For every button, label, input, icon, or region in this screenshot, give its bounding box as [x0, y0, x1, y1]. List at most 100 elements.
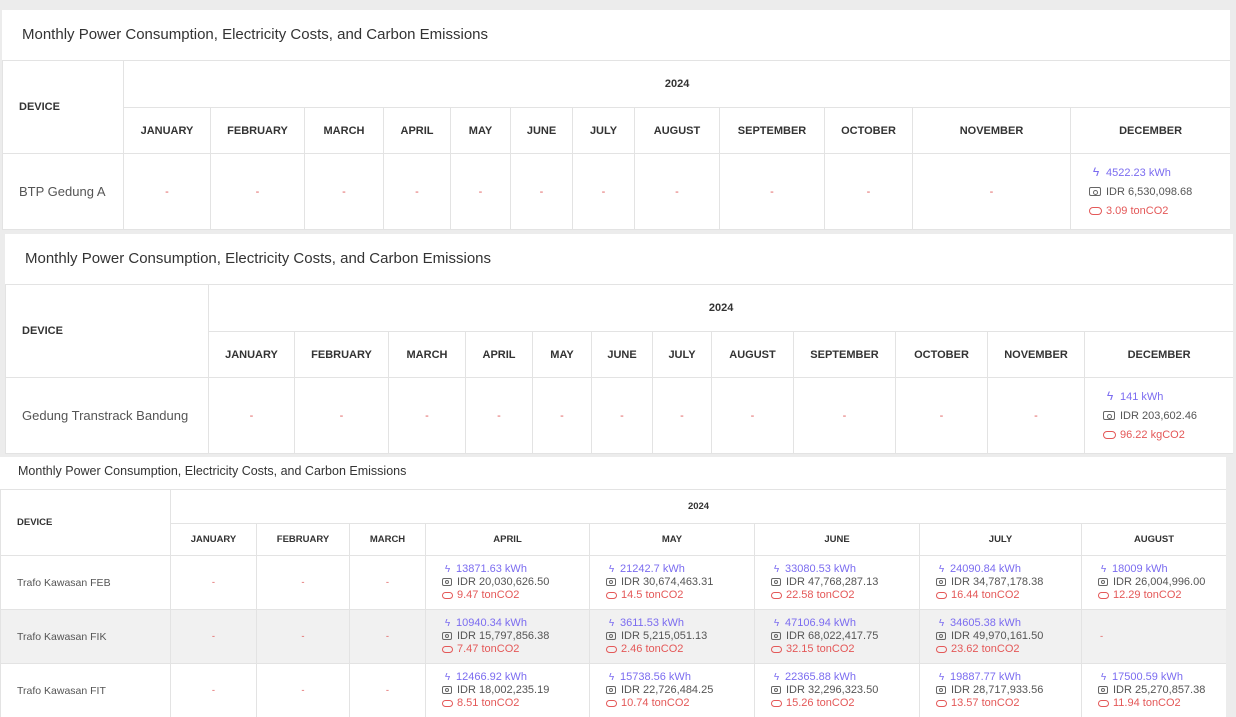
kwh-value: 34605.38 kWh [950, 617, 1021, 629]
device-name: Trafo Kawasan FIK [0, 609, 171, 664]
month-header: JANUARY [170, 523, 257, 556]
empty-cell: - [388, 377, 466, 454]
cloud-icon [771, 591, 782, 599]
lightning-icon: ϟ [1100, 564, 1107, 575]
consumption-table: DEVICE 2024 JANUARY FEBRUARY MARCH APRIL… [5, 284, 1233, 454]
cash-icon [606, 686, 616, 695]
table-row: Trafo Kawasan FIK - - - ϟ 10940.34 kWh ID… [0, 609, 1226, 664]
empty-cell: - [591, 377, 653, 454]
cloud-icon [1098, 591, 1109, 599]
month-header: JUNE [754, 523, 920, 556]
cash-icon [771, 578, 781, 587]
month-header: JULY [919, 523, 1082, 556]
idr-value: IDR 203,602.46 [1120, 409, 1198, 422]
consumption-panel-2: Monthly Power Consumption, Electricity C… [5, 234, 1233, 454]
empty-cell: - [256, 609, 350, 664]
idr-value: IDR 49,970,161.50 [951, 630, 1044, 642]
kwh-value: 13871.63 kWh [456, 563, 527, 575]
lightning-icon: ϟ [773, 672, 780, 683]
empty-cell: - [349, 609, 426, 664]
kwh-value: 10940.34 kWh [456, 617, 527, 629]
co2-value: 22.58 tonCO2 [786, 589, 855, 601]
lightning-icon: ϟ [444, 672, 451, 683]
lightning-icon: ϟ [938, 618, 945, 629]
idr-value: IDR 32,296,323.50 [786, 684, 879, 696]
month-value-cell: ϟ 3611.53 kWh IDR 5,215,051.13 2.46 tonCO… [589, 609, 755, 664]
idr-value: IDR 5,215,051.13 [621, 630, 708, 642]
idr-value: IDR 28,717,933.56 [951, 684, 1044, 696]
panel-title: Monthly Power Consumption, Electricity C… [22, 26, 489, 43]
device-header: DEVICE [2, 60, 124, 154]
lightning-icon: ϟ [608, 672, 615, 683]
co2-value: 8.51 tonCO2 [457, 697, 520, 709]
cash-icon [442, 632, 452, 641]
cloud-icon [771, 699, 782, 707]
month-value-cell: ϟ 47106.94 kWh IDR 68,022,417.75 32.15 to… [754, 609, 920, 664]
cloud-icon [936, 645, 947, 653]
month-header: JULY [652, 331, 712, 378]
idr-value: IDR 34,787,178.38 [951, 576, 1044, 588]
cloud-icon [442, 591, 453, 599]
table-row: Trafo Kawasan FIT - - - ϟ 12466.92 kWh ID… [0, 663, 1226, 717]
month-value-cell: ϟ 24090.84 kWh IDR 34,787,178.38 16.44 to… [919, 555, 1082, 610]
co2-value: 12.29 tonCO2 [1113, 589, 1182, 601]
month-header: JANUARY [123, 107, 211, 154]
co2-value: 2.46 tonCO2 [621, 643, 684, 655]
empty-cell: - [532, 377, 592, 454]
month-header: AUGUST [1080, 523, 1226, 556]
cloud-icon [442, 699, 453, 707]
month-value-cell: ϟ 33080.53 kWh IDR 47,768,287.13 22.58 to… [754, 555, 920, 610]
month-header: FEBRUARY [256, 523, 350, 556]
empty-cell: - [170, 555, 257, 610]
lightning-icon: ϟ [773, 564, 780, 575]
month-header: OCTOBER [824, 107, 913, 154]
cloud-icon [771, 645, 782, 653]
empty-cell: - [294, 377, 389, 454]
cash-icon [936, 686, 946, 695]
lightning-icon: ϟ [1092, 164, 1100, 179]
month-value-cell: ϟ 19887.77 kWh IDR 28,717,933.56 13.57 to… [919, 663, 1082, 717]
empty-cell: - [123, 153, 211, 230]
table-row: Trafo Kawasan FEB - - - ϟ 13871.63 kWh ID… [0, 555, 1226, 610]
month-value-cell: ϟ 4522.23 kWh IDR 6,530,098.68 3.09 tonCO… [1069, 153, 1230, 230]
cash-icon [1098, 686, 1108, 695]
kwh-value: 33080.53 kWh [785, 563, 856, 575]
consumption-panel-3: Monthly Power Consumption, Electricity C… [0, 457, 1226, 717]
lightning-icon: ϟ [1100, 672, 1107, 683]
kwh-value: 22365.88 kWh [785, 671, 856, 683]
year-header: 2024 [169, 489, 1226, 524]
idr-value: IDR 18,002,235.19 [457, 684, 550, 696]
idr-value: IDR 20,030,626.50 [457, 576, 550, 588]
kwh-value: 47106.94 kWh [785, 617, 856, 629]
month-header: JUNE [510, 107, 573, 154]
kwh-value: 3611.53 kWh [620, 617, 685, 629]
idr-value: IDR 22,726,484.25 [621, 684, 714, 696]
month-header: DECEMBER [1069, 107, 1230, 154]
empty-cell: - [510, 153, 573, 230]
empty-cell: - [793, 377, 896, 454]
lightning-icon: ϟ [608, 618, 615, 629]
month-value-cell: ϟ 17500.59 kWh IDR 25,270,857.38 11.94 to… [1080, 663, 1226, 717]
empty-cell: - [170, 663, 257, 717]
month-header: JULY [572, 107, 635, 154]
idr-value: IDR 68,022,417.75 [786, 630, 879, 642]
consumption-panel-1: Monthly Power Consumption, Electricity C… [2, 10, 1230, 230]
month-header: APRIL [465, 331, 533, 378]
month-header: AUGUST [711, 331, 794, 378]
co2-value: 7.47 tonCO2 [457, 643, 520, 655]
lightning-icon: ϟ [1106, 388, 1114, 403]
month-header: JUNE [591, 331, 653, 378]
empty-cell: - [711, 377, 794, 454]
month-header: APRIL [425, 523, 590, 556]
cloud-icon [1103, 430, 1116, 439]
idr-value: IDR 25,270,857.38 [1113, 684, 1206, 696]
lightning-icon: ϟ [608, 564, 615, 575]
month-header: NOVEMBER [912, 107, 1071, 154]
cash-icon [936, 578, 946, 587]
lightning-icon: ϟ [773, 618, 780, 629]
cash-icon [606, 578, 616, 587]
month-value-cell: ϟ 10940.34 kWh IDR 15,797,856.38 7.47 ton… [425, 609, 590, 664]
co2-value: 23.62 tonCO2 [951, 643, 1020, 655]
cash-icon [1098, 578, 1108, 587]
month-value-cell: ϟ 21242.7 kWh IDR 30,674,463.31 14.5 tonC… [589, 555, 755, 610]
